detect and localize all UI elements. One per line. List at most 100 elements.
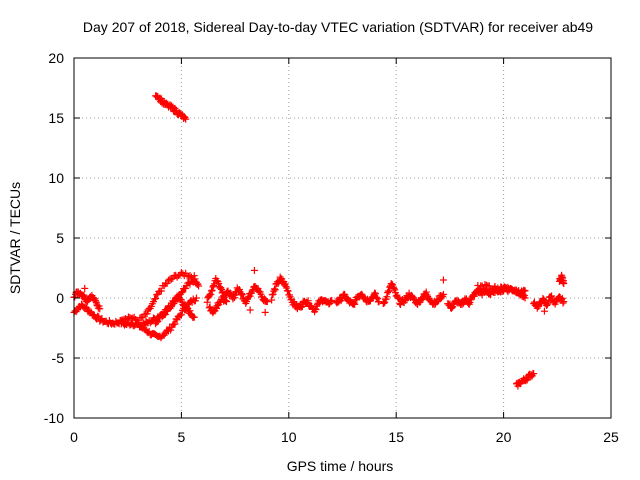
- data-point: [91, 297, 99, 305]
- data-point: [189, 278, 197, 286]
- data-point: [248, 287, 256, 295]
- y-tick-labels: -10 -5 0 5 10 15 20: [44, 50, 64, 426]
- data-point: [284, 287, 292, 295]
- data-point: [153, 318, 161, 326]
- data-point: [559, 299, 567, 307]
- data-point: [351, 300, 359, 308]
- data-point: [250, 266, 258, 274]
- data-point: [217, 284, 225, 292]
- data-point: [558, 294, 566, 302]
- data-point: [246, 306, 254, 314]
- data-point: [81, 284, 89, 292]
- data-point: [161, 310, 169, 318]
- data-point: [269, 290, 277, 298]
- data-point: [470, 292, 478, 300]
- x-tick-label: 10: [281, 429, 297, 445]
- data-point: [203, 298, 211, 306]
- data-point: [375, 298, 383, 306]
- data-point: [438, 292, 446, 300]
- data-point: [458, 301, 466, 309]
- data-point: [523, 376, 531, 384]
- data-point: [371, 289, 379, 297]
- data-point: [157, 287, 165, 295]
- data-point: [439, 276, 447, 284]
- y-tick-label: 5: [56, 230, 64, 246]
- data-point: [263, 298, 271, 306]
- data-point: [167, 303, 175, 311]
- data-point: [530, 370, 538, 378]
- data-point: [350, 299, 358, 307]
- data-point: [154, 318, 162, 326]
- data-point: [543, 301, 551, 309]
- y-axis-label: SDTVAR / TECUs: [7, 182, 23, 294]
- data-point: [177, 311, 185, 319]
- data-point: [143, 310, 151, 318]
- data-point: [207, 290, 215, 298]
- data-point: [181, 114, 189, 122]
- data-point: [312, 306, 320, 314]
- data-point: [205, 292, 213, 300]
- data-point: [328, 296, 336, 304]
- x-tick-label: 20: [496, 429, 512, 445]
- data-point: [230, 294, 238, 302]
- data-point: [560, 280, 568, 288]
- x-tick-label: 5: [178, 429, 186, 445]
- data-point: [173, 316, 181, 324]
- data-point: [96, 305, 104, 313]
- grid: [74, 58, 611, 418]
- data-point: [195, 282, 203, 290]
- data-point: [512, 286, 520, 294]
- data-point: [372, 293, 380, 301]
- data-point: [190, 277, 198, 285]
- data-point: [560, 298, 568, 306]
- data-point: [229, 295, 237, 303]
- data-point: [521, 294, 529, 302]
- data-point: [521, 287, 529, 295]
- y-tick-label: 20: [48, 50, 64, 66]
- data-point: [535, 302, 543, 310]
- data-points: [70, 92, 568, 390]
- data-point: [380, 299, 388, 307]
- data-point: [439, 290, 447, 298]
- data-point: [192, 294, 200, 302]
- data-point: [343, 294, 351, 302]
- data-point: [548, 292, 556, 300]
- data-point: [152, 295, 160, 303]
- data-point: [223, 298, 231, 306]
- data-point: [381, 298, 389, 306]
- x-tick-label: 25: [603, 429, 619, 445]
- data-point: [447, 304, 455, 312]
- data-point: [209, 283, 217, 291]
- data-point: [94, 312, 102, 320]
- data-point: [261, 308, 269, 316]
- data-point: [411, 296, 419, 304]
- y-tick-label: -5: [52, 350, 65, 366]
- chart-title: Day 207 of 2018, Sidereal Day-to-day VTE…: [83, 19, 593, 35]
- y-tick-label: 10: [48, 170, 64, 186]
- data-point: [423, 291, 431, 299]
- data-point: [268, 296, 276, 304]
- data-point: [238, 291, 246, 299]
- data-point: [371, 290, 379, 298]
- data-point: [304, 297, 312, 305]
- data-point: [540, 307, 548, 315]
- y-tick-label: -10: [44, 410, 64, 426]
- data-point: [388, 280, 396, 288]
- y-tick-label: 15: [48, 110, 64, 126]
- data-point: [467, 296, 475, 304]
- data-point: [282, 282, 290, 290]
- data-point: [222, 297, 230, 305]
- data-point: [171, 320, 179, 328]
- data-point: [394, 293, 402, 301]
- data-point: [271, 286, 279, 294]
- data-point: [238, 290, 246, 298]
- data-point: [163, 279, 171, 287]
- data-point: [383, 293, 391, 301]
- data-point: [80, 291, 88, 299]
- data-point: [448, 304, 456, 312]
- x-tick-labels: 0 5 10 15 20 25: [70, 429, 619, 445]
- data-point: [177, 289, 185, 297]
- data-point: [274, 280, 282, 288]
- y-tick-label: 0: [56, 290, 64, 306]
